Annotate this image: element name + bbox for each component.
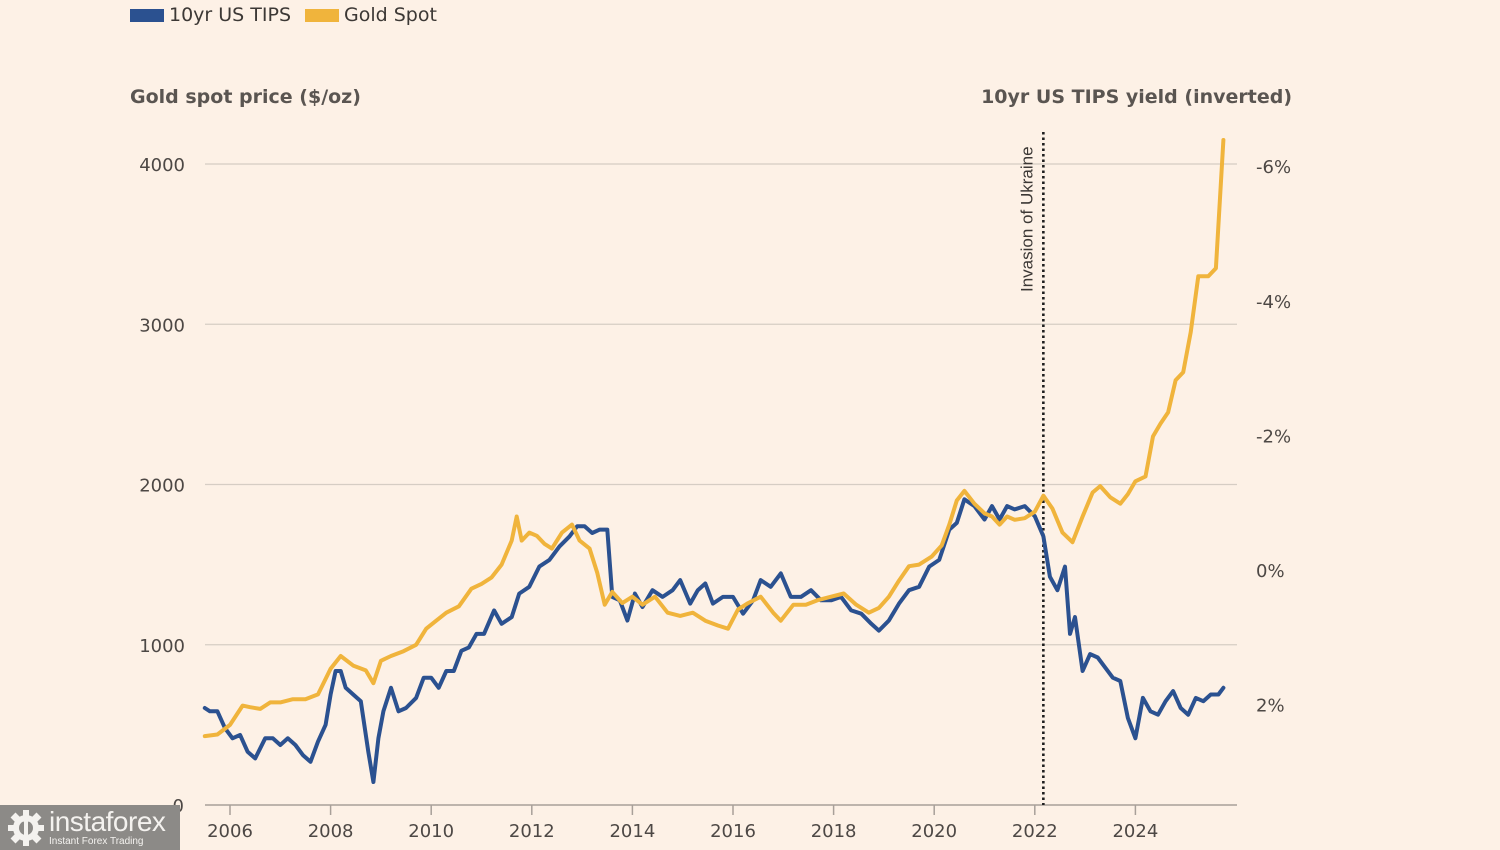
right-axis-ticks: -6% -4% -2% 0% 2% (1256, 157, 1291, 716)
right-axis-title: 10yr US TIPS yield (inverted) (981, 86, 1292, 108)
left-tick-label: 1000 (139, 636, 185, 657)
gold-spot-line (202, 138, 1226, 739)
legend-swatch-tips (130, 8, 164, 22)
x-tick-label: 2022 (1012, 821, 1058, 842)
x-axis: 2006 2008 2010 2012 2014 2016 2018 2020 2022 2024 (205, 804, 1237, 842)
left-tick-label: 3000 (139, 315, 185, 336)
legend-item-gold: Gold Spot (305, 4, 437, 26)
x-tick-label: 2018 (811, 821, 857, 842)
x-tick-label: 2012 (509, 821, 555, 842)
right-tick-label: -4% (1256, 292, 1291, 313)
gear-logo-icon (8, 809, 44, 846)
x-tick-label: 2020 (911, 821, 957, 842)
instaforex-watermark: instaforex Instant Forex Trading (0, 805, 180, 850)
legend-label-gold: Gold Spot (344, 4, 437, 26)
watermark-brand: instaforex (49, 806, 166, 837)
right-tick-label: 2% (1256, 696, 1285, 717)
x-tick-label: 2014 (609, 821, 655, 842)
right-tick-label: 0% (1256, 561, 1285, 582)
x-tick-label: 2010 (408, 821, 454, 842)
legend-label-tips: 10yr US TIPS (169, 4, 292, 26)
gridlines (205, 163, 1237, 646)
left-tick-label: 4000 (139, 155, 185, 176)
x-tick-label: 2008 (308, 821, 354, 842)
right-tick-label: -2% (1256, 426, 1291, 447)
x-tick-label: 2024 (1112, 821, 1158, 842)
annotation-group: Invasion of Ukraine (1017, 132, 1045, 805)
left-axis-ticks: 01000200030004000 (139, 155, 185, 817)
series-group (202, 138, 1226, 784)
right-tick-label: -6% (1256, 157, 1291, 178)
legend-swatch-gold (305, 8, 340, 22)
legend-item-tips: 10yr US TIPS (130, 4, 291, 26)
ukraine-invasion-label: Invasion of Ukraine (1017, 146, 1036, 292)
x-tick-label: 2006 (207, 821, 253, 842)
legend: 10yr US TIPS Gold Spot (130, 4, 451, 26)
watermark-tagline: Instant Forex Trading (49, 836, 144, 847)
x-tick-label: 2016 (710, 821, 756, 842)
left-tick-label: 2000 (139, 476, 185, 497)
left-axis-title: Gold spot price ($/oz) (130, 86, 361, 108)
